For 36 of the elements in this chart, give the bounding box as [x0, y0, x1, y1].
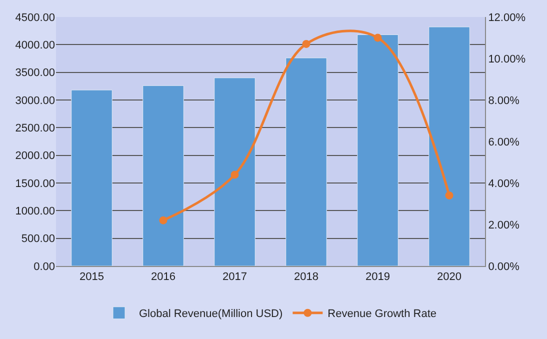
y2-tick-label: 0.00% — [488, 260, 520, 273]
y-tick-label: 0.00 — [34, 260, 55, 273]
y-tick-label: 500.00 — [21, 233, 55, 246]
legend-label: Global Revenue(Million USD) — [139, 308, 283, 320]
bar — [214, 78, 256, 266]
y2-tick-label: 12.00% — [488, 12, 526, 24]
y2-tick-label: 10.00% — [488, 53, 526, 66]
bar — [286, 58, 327, 266]
x-tick-label: 2015 — [80, 271, 104, 284]
y-tick-label: 4500.00 — [15, 12, 55, 24]
x-tick-label: 2016 — [151, 271, 176, 284]
point — [445, 191, 454, 200]
legend-label: Revenue Growth Rate — [328, 308, 437, 320]
y-tick-label: 2000.00 — [15, 150, 55, 162]
y-tick-label: 4000.00 — [15, 40, 55, 52]
y2-tick-label: 2.00% — [488, 219, 520, 232]
x-tick-label: 2020 — [437, 271, 462, 284]
bar — [71, 90, 112, 266]
y2-tick-label: 8.00% — [488, 94, 520, 107]
y2-tick-label: 6.00% — [488, 136, 520, 148]
y-tick-label: 3000.00 — [15, 94, 55, 107]
point — [230, 170, 239, 179]
y-tick-label: 2500.00 — [15, 122, 55, 135]
bar — [142, 85, 184, 266]
x-tick-label: 2019 — [366, 271, 390, 284]
point — [159, 216, 168, 224]
y-tick-label: 1500.00 — [15, 178, 55, 190]
point — [374, 34, 382, 42]
x-tick-label: 2018 — [294, 271, 318, 284]
y2-tick-label: 4.00% — [488, 178, 520, 190]
x-tick-label: 2017 — [222, 271, 247, 284]
bar — [428, 26, 470, 266]
y-tick-label: 3500.00 — [15, 67, 55, 80]
point — [302, 40, 310, 48]
y-tick-label: 1000.00 — [15, 206, 55, 218]
bar — [357, 34, 398, 266]
